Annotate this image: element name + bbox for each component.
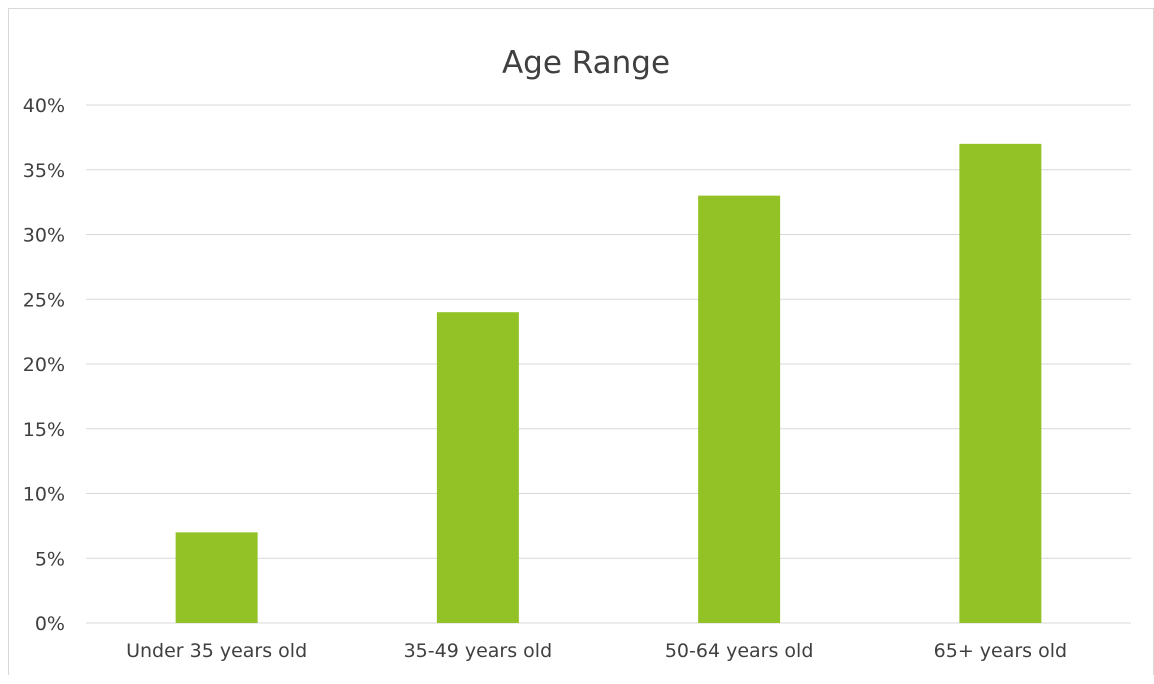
y-tick-label: 25%	[23, 289, 65, 311]
x-tick-label: Under 35 years old	[126, 640, 307, 662]
x-tick-label: 65+ years old	[934, 640, 1067, 662]
y-tick-label: 30%	[23, 225, 65, 247]
y-tick-label: 35%	[23, 160, 65, 182]
y-tick-label: 10%	[23, 484, 65, 506]
bar	[175, 532, 258, 623]
y-tick-label: 20%	[23, 354, 65, 376]
x-tick-label: 50-64 years old	[665, 640, 814, 662]
y-axis-ticks: 0% 5% 10% 15% 20% 25% 30% 35% 40%	[23, 95, 65, 635]
y-tick-label: 15%	[23, 419, 65, 441]
chart-frame: Age Range 0% 5% 10% 15% 20% 25% 30% 35% 40% Unde…	[8, 8, 1154, 675]
bar	[436, 312, 519, 623]
bar-chart: Age Range 0% 5% 10% 15% 20% 25% 30% 35% 40% Unde…	[23, 45, 1131, 662]
bars	[175, 143, 1042, 623]
x-tick-label: 35-49 years old	[404, 640, 553, 662]
y-tick-label: 5%	[35, 548, 65, 570]
bar	[959, 143, 1042, 623]
y-tick-label: 0%	[35, 613, 65, 635]
bar	[698, 195, 781, 623]
gridlines	[86, 104, 1131, 624]
y-tick-label: 40%	[23, 95, 65, 117]
chart-title: Age Range	[502, 45, 670, 81]
x-axis-ticks: Under 35 years old 35-49 years old 50-64 y…	[126, 640, 1067, 662]
